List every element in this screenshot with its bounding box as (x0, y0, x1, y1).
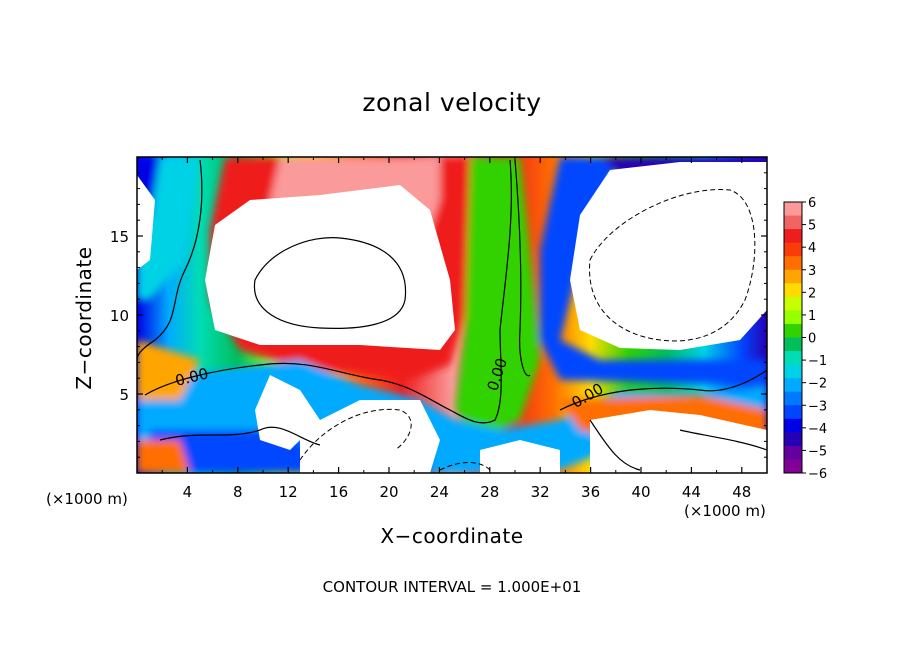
y-tick-label: 5 (119, 386, 129, 404)
colorbar-swatch (784, 202, 802, 217)
colorbar-swatch (784, 364, 802, 379)
colorbar-tick-label: 3 (808, 264, 816, 279)
x-tick-label: 44 (682, 483, 701, 501)
velocity-field (137, 157, 767, 473)
colorbar-tick-label: 0 (808, 332, 816, 347)
colorbar-tick-label: 5 (808, 219, 816, 234)
x-tick-label: 4 (183, 483, 193, 501)
x-tick-label: 8 (233, 483, 243, 501)
colorbar-swatch (784, 215, 802, 230)
colorbar-swatch (784, 378, 802, 393)
x-tick-label: 40 (631, 483, 650, 501)
colorbar-swatch (784, 269, 802, 284)
x-tick-label: 16 (329, 483, 348, 501)
colorbar-swatch (784, 337, 802, 352)
colorbar-swatch (784, 351, 802, 366)
colorbar-swatch (784, 445, 802, 460)
colorbar-tick-label: 1 (808, 309, 816, 324)
y-tick-label: 15 (110, 228, 129, 246)
colorbar-tick-label: −2 (808, 377, 827, 392)
x-unit-label-left: (×1000 m) (46, 490, 128, 508)
colorbar-swatch (784, 283, 802, 298)
colorbar-swatch (784, 229, 802, 244)
colorbar-tick-label: −3 (808, 399, 827, 414)
colorbar-swatch (784, 391, 802, 406)
colorbar-swatch (784, 432, 802, 447)
x-axis-label: X−coordinate (380, 524, 524, 548)
contour-interval-note: CONTOUR INTERVAL = 1.000E+01 (322, 578, 582, 596)
colorbar-swatch (784, 323, 802, 338)
colorbar-swatch (784, 418, 802, 433)
x-tick-label: 24 (430, 483, 449, 501)
colorbar-swatch (784, 242, 802, 257)
chart-title: zonal velocity (362, 88, 542, 117)
colorbar-tick-label: −1 (808, 354, 827, 369)
colorbar-tick-label: −4 (808, 422, 827, 437)
colorbar-tick-label: −6 (808, 467, 827, 482)
x-tick-label: 32 (531, 483, 550, 501)
x-tick-label: 48 (732, 483, 751, 501)
colorbar-swatch (784, 405, 802, 420)
colorbar-swatch (784, 459, 802, 474)
x-tick-label: 12 (279, 483, 298, 501)
colorbar-swatch (784, 256, 802, 271)
colorbar-tick-label: 4 (808, 241, 816, 256)
x-tick-label: 36 (581, 483, 600, 501)
colorbar: 6 5 4 3 2 1 0 −1 −2 −3 −4 −5 −6 (783, 196, 827, 482)
colorbar-tick-label: 2 (808, 286, 816, 301)
x-tick-label: 20 (379, 483, 398, 501)
x-tick-label: 28 (480, 483, 499, 501)
colorbar-swatch (784, 310, 802, 325)
x-unit-label-right: (×1000 m) (684, 502, 766, 520)
colorbar-tick-label: −5 (808, 444, 827, 459)
colorbar-swatch (784, 296, 802, 311)
y-tick-label: 10 (110, 307, 129, 325)
colorbar-tick-label: 6 (808, 196, 816, 211)
